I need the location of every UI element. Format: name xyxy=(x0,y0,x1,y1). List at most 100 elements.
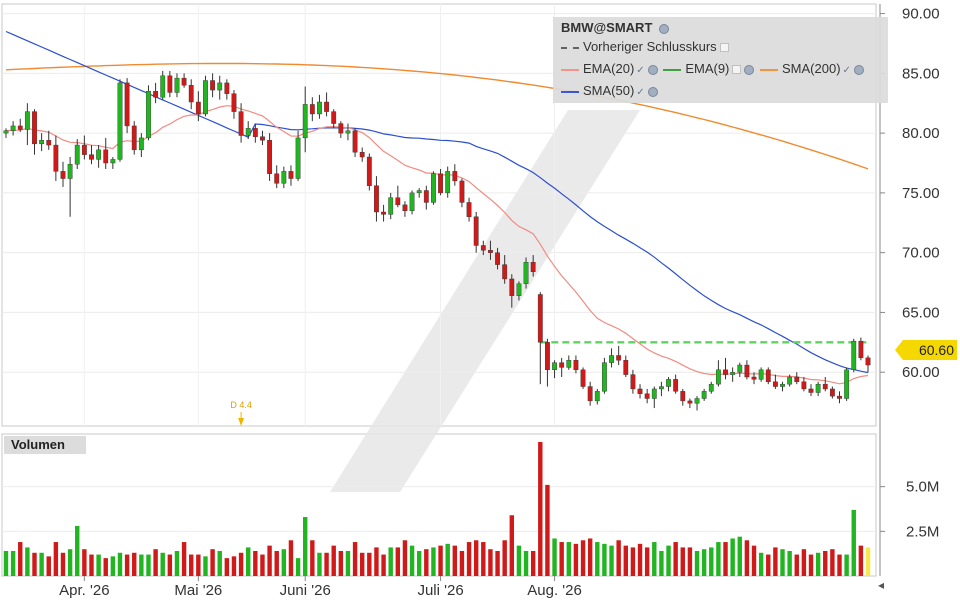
candle-body xyxy=(39,140,45,145)
candle-body xyxy=(488,250,493,253)
candle-body xyxy=(195,101,201,115)
settings-icon[interactable] xyxy=(647,64,658,75)
checkbox-icon[interactable] xyxy=(732,65,742,75)
candle-body xyxy=(60,171,66,179)
volume-bar xyxy=(587,538,593,576)
legend-ema20-label: EMA(20) xyxy=(583,61,635,76)
candle-body xyxy=(352,130,358,153)
legend-sma50: SMA(50) ✓ xyxy=(561,82,658,100)
candle-body xyxy=(231,93,237,112)
candle xyxy=(395,185,401,208)
candle xyxy=(687,398,693,409)
chart-legend: BMW@SMART Vorheriger Schlusskurs EMA(20)… xyxy=(553,17,888,103)
candle-body xyxy=(780,383,785,387)
month-label: Juli '26 xyxy=(417,582,463,599)
candle-body xyxy=(17,125,23,130)
volume-bar xyxy=(110,556,116,576)
volume-bar xyxy=(602,543,607,576)
candle xyxy=(473,212,479,253)
candle-body xyxy=(324,101,329,112)
candle-body xyxy=(808,388,814,393)
volume-bar xyxy=(117,552,123,576)
candle-body xyxy=(381,211,386,215)
volume-bar xyxy=(701,549,707,576)
candle-body xyxy=(331,111,337,124)
candle-body xyxy=(260,136,265,141)
candle xyxy=(552,360,557,379)
volume-bar xyxy=(844,554,849,576)
candle xyxy=(46,130,52,150)
candle xyxy=(81,135,87,160)
checkbox-icon[interactable] xyxy=(719,43,729,53)
dashed-line-icon xyxy=(561,46,579,49)
volume-bar xyxy=(381,554,386,576)
watermark-logo xyxy=(330,110,640,492)
candle xyxy=(295,130,301,181)
candle-body xyxy=(815,383,821,393)
volume-bar xyxy=(830,549,835,576)
volume-bar xyxy=(637,543,643,576)
candle xyxy=(730,367,736,382)
candle-body xyxy=(210,80,216,91)
volume-bar xyxy=(288,540,294,576)
candle-body xyxy=(509,278,515,296)
candle xyxy=(302,86,308,153)
candle-body xyxy=(252,128,258,137)
candle xyxy=(523,257,529,289)
volume-bar xyxy=(210,549,215,576)
candle-body xyxy=(24,111,30,130)
candle xyxy=(480,240,486,256)
checkmark-icon[interactable]: ✓ xyxy=(842,65,851,76)
candle xyxy=(516,281,522,301)
candle-body xyxy=(317,101,322,115)
candle-body xyxy=(124,82,130,127)
settings-icon[interactable] xyxy=(744,64,755,75)
candle-body xyxy=(416,190,422,194)
settings-icon[interactable] xyxy=(853,64,864,75)
candle-body xyxy=(787,376,793,385)
checkmark-icon[interactable]: ✓ xyxy=(636,65,645,76)
legend-moving-averages: EMA(20) ✓ EMA(9) SMA(200) ✓ xyxy=(561,60,864,78)
candle xyxy=(288,165,294,186)
candle-body xyxy=(3,130,9,134)
volume-bar xyxy=(324,552,329,576)
candle-body xyxy=(744,364,750,378)
legend-sma50-label: SMA(50) xyxy=(583,83,635,98)
volume-bar xyxy=(246,547,251,576)
candle-body xyxy=(309,104,315,115)
volume-bar xyxy=(851,509,856,576)
candle-body xyxy=(559,362,565,368)
candle-body xyxy=(772,381,778,387)
settings-icon[interactable] xyxy=(647,86,658,97)
candle-body xyxy=(103,149,109,164)
candle xyxy=(637,384,643,399)
checkmark-icon[interactable]: ✓ xyxy=(636,87,645,98)
month-label: Aug. '26 xyxy=(527,582,582,599)
volume-bar xyxy=(409,545,415,576)
candle xyxy=(245,121,251,140)
volume-bar xyxy=(566,542,572,576)
volume-bar xyxy=(274,550,279,576)
candle xyxy=(623,355,629,377)
volume-bar xyxy=(552,538,557,576)
volume-bar xyxy=(203,556,208,576)
volume-bar xyxy=(53,542,59,576)
candle-body xyxy=(466,202,472,217)
candle-body xyxy=(117,82,123,160)
settings-icon[interactable] xyxy=(659,23,670,34)
candle xyxy=(366,153,372,191)
candle-body xyxy=(438,173,443,194)
candle-body xyxy=(666,379,671,387)
scroll-right-icon[interactable]: ◂ xyxy=(878,578,885,592)
candle xyxy=(616,345,622,366)
candle xyxy=(124,78,130,134)
candle-body xyxy=(545,342,550,371)
volume-bar xyxy=(96,554,101,576)
candle-body xyxy=(431,173,436,203)
candle-body xyxy=(203,80,208,115)
candle-body xyxy=(708,383,714,392)
candle-body xyxy=(288,171,294,179)
candle xyxy=(32,109,37,155)
candle xyxy=(24,103,30,146)
candle-body xyxy=(644,393,650,399)
